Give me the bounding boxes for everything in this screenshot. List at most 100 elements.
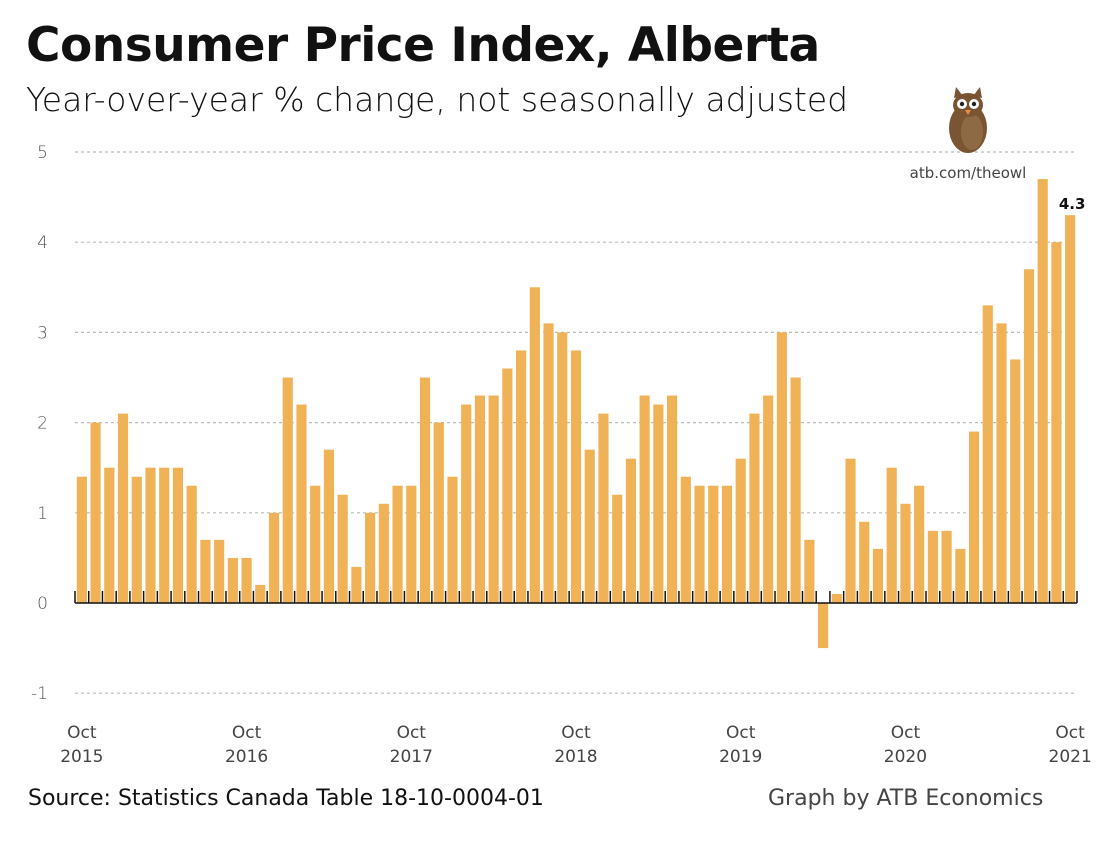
bar bbox=[694, 485, 705, 603]
bar bbox=[982, 305, 993, 603]
bar bbox=[104, 467, 115, 603]
bar bbox=[200, 539, 211, 603]
y-tick-label: 4 bbox=[37, 233, 48, 253]
bar bbox=[351, 566, 362, 603]
y-tick-label: -1 bbox=[31, 684, 48, 704]
bar bbox=[900, 503, 911, 603]
source-note: Source: Statistics Canada Table 18-10-00… bbox=[28, 786, 544, 811]
bar bbox=[227, 557, 238, 603]
x-tick-month: Oct bbox=[232, 723, 262, 743]
bar bbox=[653, 404, 664, 603]
bar bbox=[968, 431, 980, 603]
bar bbox=[955, 548, 966, 603]
owl-link[interactable]: atb.com/theowl bbox=[910, 164, 1027, 182]
x-tick-month: Oct bbox=[397, 723, 427, 743]
bar bbox=[872, 548, 884, 603]
bar bbox=[625, 458, 636, 603]
bar bbox=[1023, 269, 1035, 603]
bar bbox=[296, 404, 307, 603]
bar bbox=[186, 485, 197, 603]
bar bbox=[172, 467, 184, 603]
bar bbox=[268, 512, 280, 603]
bar bbox=[461, 404, 472, 603]
x-tick-year: 2017 bbox=[390, 747, 433, 767]
bar bbox=[337, 494, 348, 603]
bar bbox=[570, 350, 582, 603]
bar bbox=[529, 287, 540, 603]
bar bbox=[557, 332, 568, 603]
bar bbox=[749, 413, 760, 603]
bar bbox=[159, 467, 170, 603]
y-tick-labels: -1 0 1 2 3 4 5 bbox=[31, 143, 48, 704]
chart-subtitle: Year-over-year % change, not seasonally … bbox=[26, 80, 849, 119]
bar bbox=[1051, 242, 1062, 603]
bar bbox=[365, 512, 376, 603]
x-axis bbox=[74, 591, 1078, 604]
bar bbox=[845, 458, 856, 603]
bar bbox=[804, 539, 815, 603]
bar bbox=[433, 422, 444, 603]
bar bbox=[598, 413, 609, 603]
chart-title: Consumer Price Index, Alberta bbox=[26, 18, 820, 73]
x-tick-year: 2016 bbox=[225, 747, 268, 767]
bar bbox=[419, 377, 431, 603]
bar bbox=[214, 539, 225, 603]
data-label: 4.3 bbox=[1059, 195, 1086, 213]
y-tick-label: 0 bbox=[37, 594, 48, 614]
bar bbox=[502, 368, 513, 603]
y-tick-label: 3 bbox=[37, 323, 48, 343]
bar bbox=[323, 449, 335, 603]
bar bbox=[886, 467, 897, 603]
bar bbox=[117, 413, 129, 603]
x-tick-month: Oct bbox=[726, 723, 756, 743]
bar bbox=[76, 476, 87, 603]
x-tick-month: Oct bbox=[67, 723, 97, 743]
bar bbox=[914, 485, 925, 603]
x-tick-year: 2021 bbox=[1049, 747, 1092, 767]
bar bbox=[447, 476, 458, 603]
bar bbox=[721, 485, 733, 603]
x-tick-year: 2015 bbox=[60, 747, 103, 767]
bar bbox=[735, 458, 746, 603]
x-tick-labels: Oct 2015 Oct 2016 Oct 2017 Oct 2018 Oct 2019 Oct 20… bbox=[60, 723, 1092, 767]
y-tick-label: 2 bbox=[37, 414, 48, 434]
bar bbox=[241, 557, 252, 603]
bar bbox=[131, 476, 142, 603]
x-tick-month: Oct bbox=[561, 723, 591, 743]
bar bbox=[667, 395, 678, 603]
bar bbox=[543, 323, 554, 603]
x-tick-month: Oct bbox=[891, 723, 921, 743]
bar bbox=[680, 476, 691, 603]
bar bbox=[255, 584, 266, 603]
bar bbox=[776, 332, 787, 603]
bar bbox=[927, 530, 938, 603]
y-tick-label: 5 bbox=[37, 143, 48, 163]
bar bbox=[474, 395, 485, 603]
bars bbox=[76, 179, 1076, 649]
bar bbox=[612, 494, 623, 603]
bar bbox=[584, 449, 595, 603]
bar bbox=[406, 485, 417, 603]
bar bbox=[378, 503, 389, 603]
bar bbox=[392, 485, 403, 603]
x-tick-year: 2018 bbox=[554, 747, 597, 767]
bar bbox=[516, 350, 527, 603]
bar bbox=[310, 485, 321, 603]
bar bbox=[639, 395, 650, 603]
credit-note: Graph by ATB Economics bbox=[768, 786, 1044, 811]
owl-icon bbox=[949, 87, 987, 153]
bar bbox=[708, 485, 719, 603]
bar bbox=[763, 395, 774, 603]
bar bbox=[859, 521, 870, 603]
bar bbox=[282, 377, 293, 603]
bar bbox=[941, 530, 952, 603]
bar bbox=[790, 377, 801, 603]
bar bbox=[488, 395, 499, 603]
bar bbox=[831, 593, 842, 603]
bar bbox=[1065, 215, 1076, 603]
y-tick-label: 1 bbox=[37, 504, 48, 524]
bar bbox=[996, 323, 1007, 603]
bar bbox=[817, 603, 829, 649]
x-tick-year: 2019 bbox=[719, 747, 762, 767]
